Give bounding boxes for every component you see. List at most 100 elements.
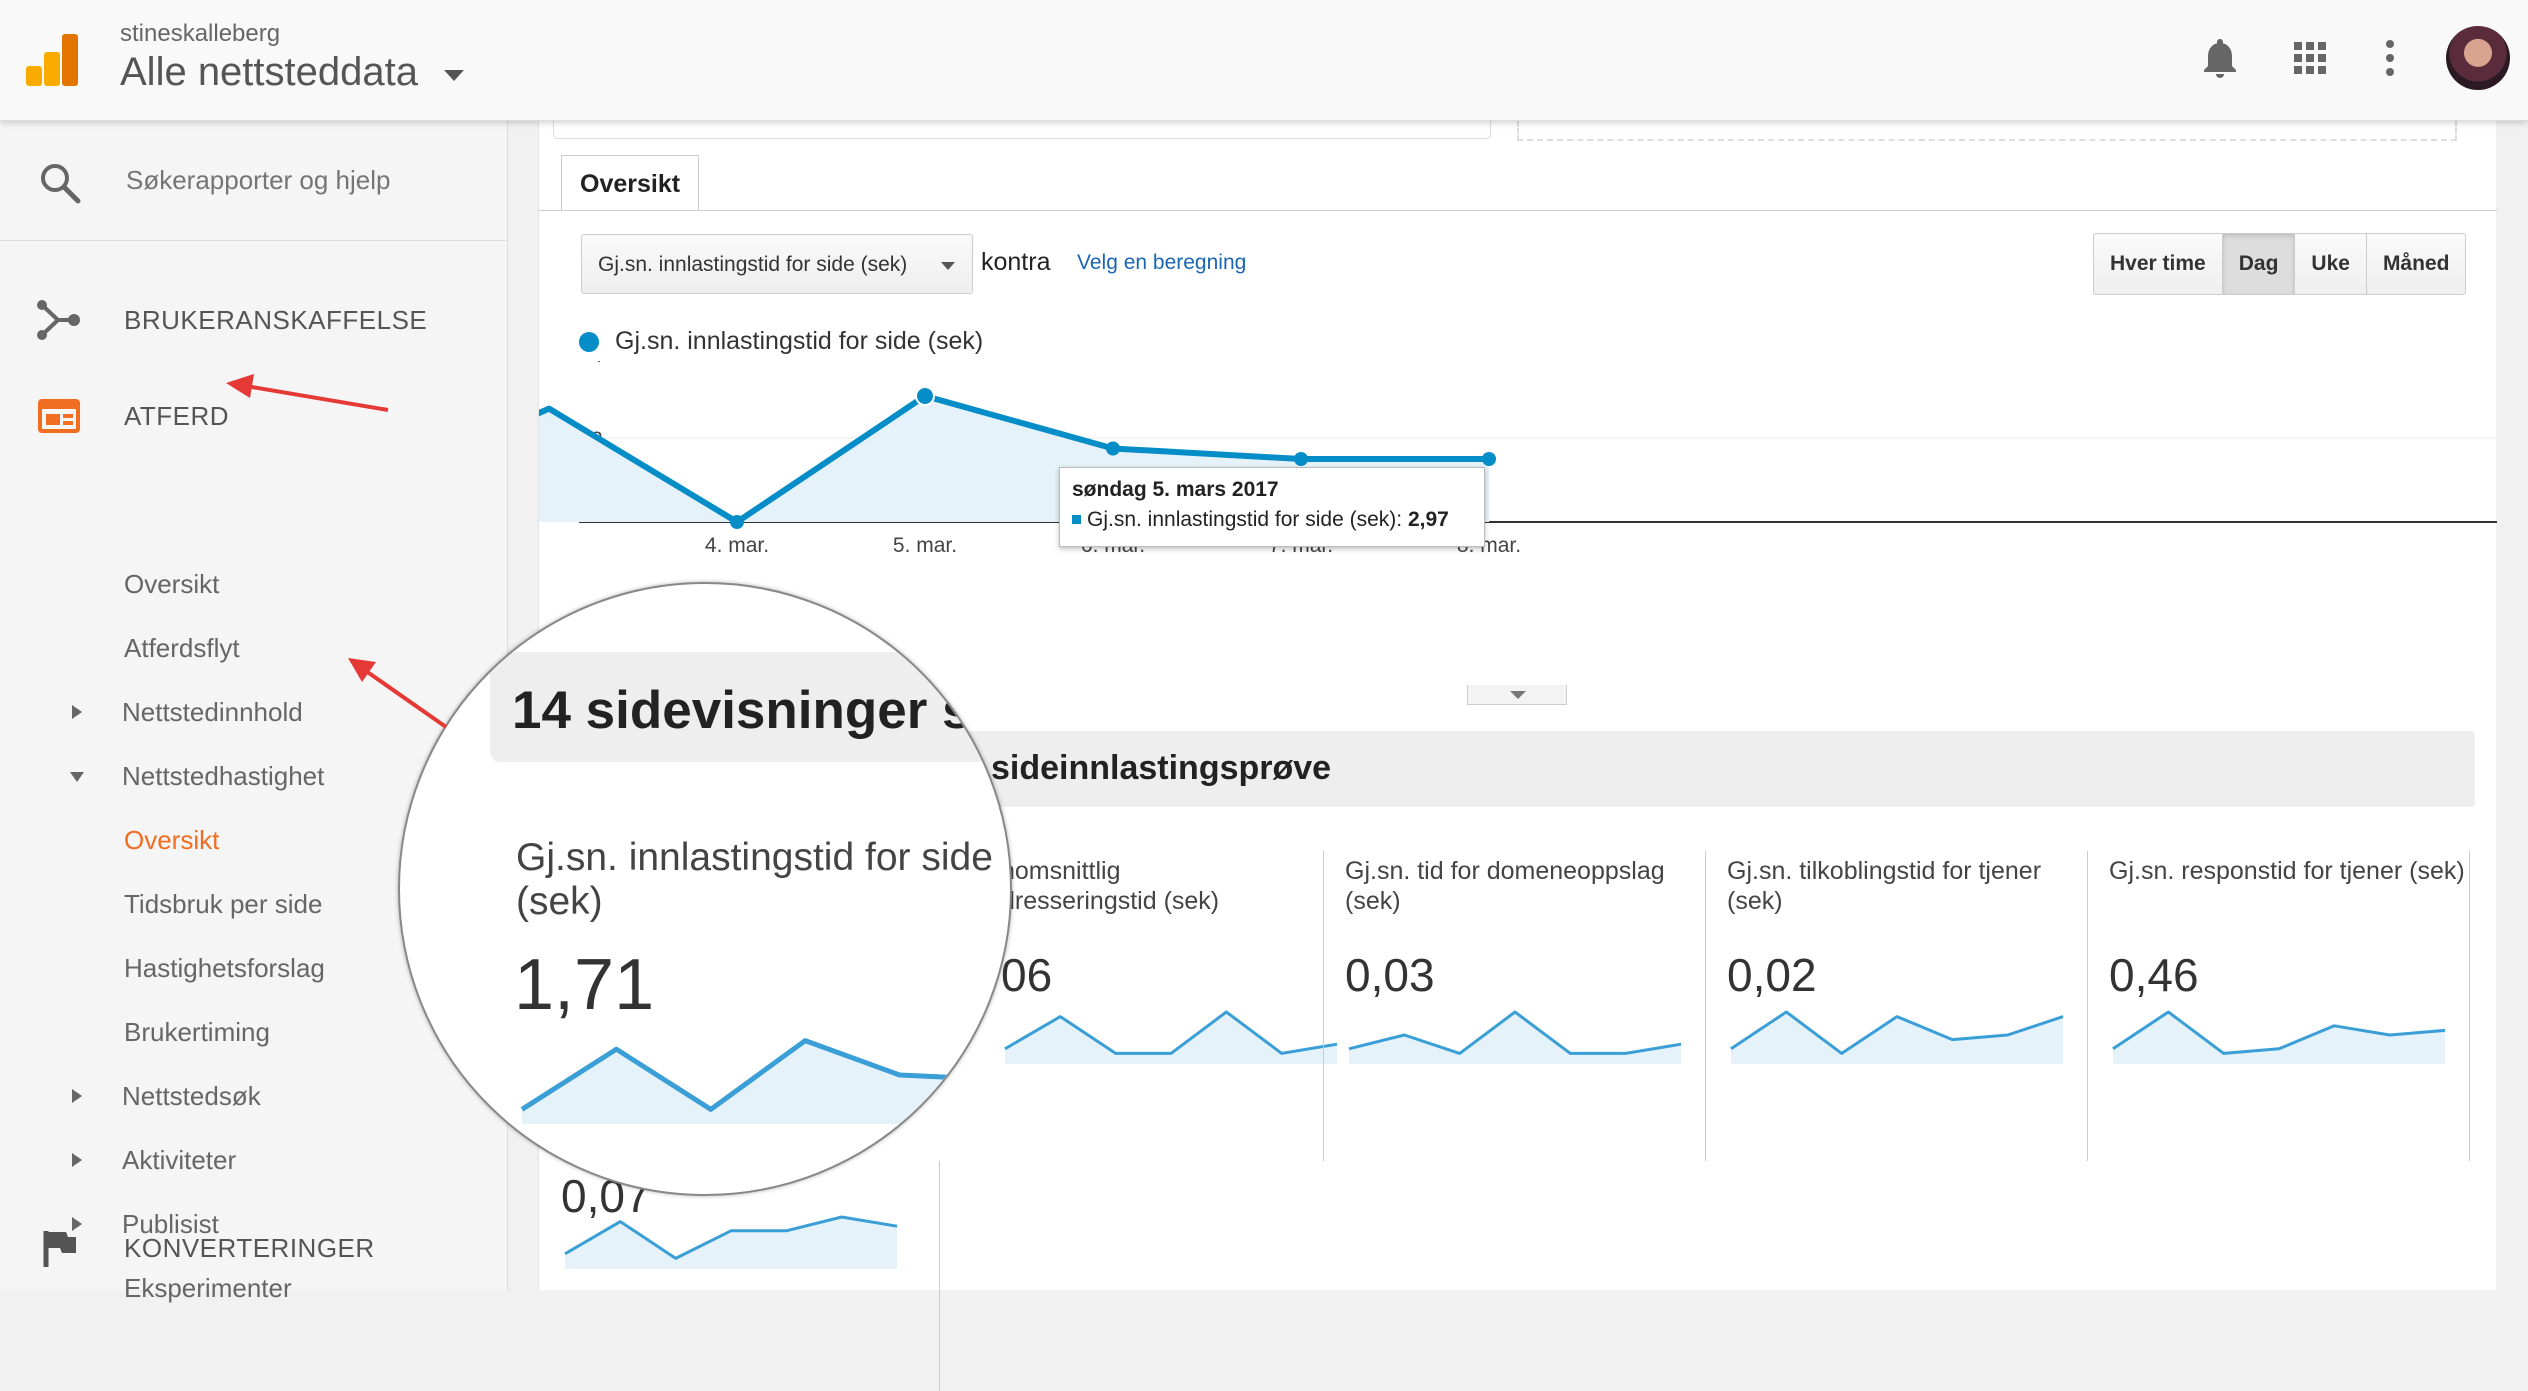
period-toggle: Hver time Dag Uke Måned [2093,233,2467,295]
notifications-bell-icon[interactable] [2196,34,2244,82]
property-selector[interactable]: Alle nettsteddata [120,50,418,94]
caret-right-icon[interactable] [72,705,82,719]
sparkline [1730,1010,2064,1064]
sparkline-area [1349,1012,1681,1064]
tooltip-row: Gj.sn. innlastingstid for side (sek): 2,… [1072,508,1472,532]
nav-section-behavior[interactable]: ATFERD [0,383,508,447]
sparkline-area [1731,1012,2063,1064]
search-icon[interactable] [38,161,82,205]
choose-metric-link[interactable]: Velg en beregning [1077,251,1247,274]
sidebar-item-label: Nettstedhastighet [122,761,325,791]
legend-label: Gj.sn. innlastingstid for side (sek) [615,327,984,355]
sparkline-line [2112,1010,2446,1055]
metric-card-domain-lookup[interactable]: Gj.sn. tid for domeneoppslag (sek) 0,03 [1345,856,1705,1156]
sidebar-item-publisher[interactable]: Publisist [0,1193,508,1253]
metric-card-value: 0,03 [1345,949,1435,1001]
account-name[interactable]: stineskalleberg [120,20,281,47]
caret-right-icon[interactable] [72,1089,82,1103]
metric-card-server-response[interactable]: Gj.sn. responstid for tjener (sek) 0,46 [2109,856,2469,1156]
magnifier-metric-label: Gj.sn. innlastingstid for side (sek) [516,836,993,923]
tab-overview[interactable]: Oversikt [561,155,700,211]
data-point [1482,452,1496,466]
legend-swatch [579,332,599,352]
behavior-icon [38,399,80,433]
search-input[interactable] [126,165,486,196]
data-point [1294,452,1308,466]
caret-down-icon[interactable] [941,262,955,270]
card-divider [939,1161,940,1391]
chart-collapse-handle[interactable] [1467,685,1567,705]
x-tick-label: 4. mar. [705,534,769,557]
metric-select[interactable]: Gj.sn. innlastingstid for side (sek) [581,234,973,294]
period-week-button[interactable]: Uke [2295,234,2367,294]
magnifier-callout: 14 sidevisninger so Gj.sn. innlastingsti… [398,582,1012,1196]
flag-icon [43,1231,76,1267]
sparkline-line [520,1038,995,1112]
period-day-button[interactable]: Dag [2222,234,2296,294]
sidebar-item-page-timings[interactable]: Tidsbruk per side [0,873,508,933]
metric-card-label: Gj.sn. tid for domeneoppslag (sek) [1345,857,1665,915]
tooltip-metric-label: Gj.sn. innlastingstid for side (sek): [1087,508,1403,531]
left-navigation: BRUKERANSKAFFELSE ATFERD Oversikt Atferd… [0,121,508,1303]
caret-right-icon[interactable] [72,1217,82,1231]
x-tick-label: 5. mar. [893,534,957,557]
sparkline-line [1004,1010,1338,1055]
magnifier-sparkline [520,1038,995,1124]
tab-divider [539,210,2497,211]
metric-card-redirection[interactable]: nomsnittlig dresseringstid (sek) 06 [1001,856,1361,1156]
sidebar-item-behavior-flow[interactable]: Atferdsflyt [0,617,508,677]
metric-card-label: Gj.sn. responstid for tjener (sek) [2109,857,2465,885]
magnifier-metric-value: 1,71 [514,945,655,1025]
metric-card-label: nomsnittlig dresseringstid (sek) [1001,857,1220,915]
period-month-button[interactable]: Måned [2382,252,2450,275]
card-divider [1323,851,1324,1161]
more-vert-icon[interactable] [2366,34,2414,82]
caret-down-icon[interactable] [444,70,464,81]
sidebar-item-label: Publisist [122,1209,219,1239]
caret-down-icon[interactable] [70,772,84,782]
sidebar-item-speed-suggestions[interactable]: Hastighetsforslag [0,937,508,997]
sidebar-item-label: Oversikt [124,569,220,599]
user-avatar[interactable] [2446,26,2510,90]
metric-card-value: 06 [1001,949,1053,1001]
sidebar-item-label: Tidsbruk per side [124,889,323,919]
sidebar-item-site-content[interactable]: Nettstedinnhold [0,681,508,741]
sparkline [2112,1010,2446,1064]
data-point [730,515,744,529]
card-divider [1705,851,1706,1161]
nav-section-acquisition[interactable]: BRUKERANSKAFFELSE [0,287,508,351]
chart-tooltip: søndag 5. mars 2017 Gj.sn. innlastingsti… [1059,467,1485,547]
sparkline-area [2113,1012,2445,1064]
sidebar-item-label: Nettstedinnhold [122,697,303,727]
sidebar-item-label: Aktiviteter [122,1145,237,1175]
data-point [915,386,935,406]
sidebar-item-speed-overview[interactable]: Oversikt [0,809,508,869]
caret-right-icon[interactable] [72,1153,82,1167]
sparkline-area [565,1217,897,1269]
metric-card-server-connection[interactable]: Gj.sn. tilkoblingstid for tjener (sek) 0… [1727,856,2087,1156]
sidebar-item-label: Atferdsflyt [124,633,240,663]
apps-grid-icon[interactable] [2286,34,2334,82]
versus-label: kontra [981,248,1051,276]
sparkline-line [1348,1010,1682,1055]
sample-section-title: sideinnlastingsprøve [991,749,1332,787]
nav-section-label: KONVERTERINGER [124,1233,375,1263]
sidebar-item-site-speed[interactable]: Nettstedhastighet [0,745,508,805]
sparkline [1004,1010,1338,1064]
sidebar-item-user-timings[interactable]: Brukertiming [0,1001,508,1061]
period-hour-button[interactable]: Hver time [2094,234,2223,294]
analytics-logo-icon[interactable] [24,32,82,90]
sparkline [1348,1010,1682,1064]
sidebar-item-label: Nettstedsøk [122,1081,261,1111]
nav-section-conversions[interactable]: KONVERTERINGER [0,1215,508,1279]
sidebar-item-label: Oversikt [124,825,220,855]
sidebar-item-site-search[interactable]: Nettstedsøk [0,1065,508,1125]
add-segment-box[interactable] [1517,121,2457,141]
tooltip-swatch [1072,515,1081,524]
magnifier-title: 14 sidevisninger so [512,681,1004,740]
sidebar-item-label: Hastighetsforslag [124,953,325,983]
sidebar-item-behavior-overview[interactable]: Oversikt [0,553,508,613]
report-search [0,121,508,241]
top-app-bar: stineskalleberg Alle nettsteddata [0,0,2528,121]
sidebar-item-events[interactable]: Aktiviteter [0,1129,508,1189]
